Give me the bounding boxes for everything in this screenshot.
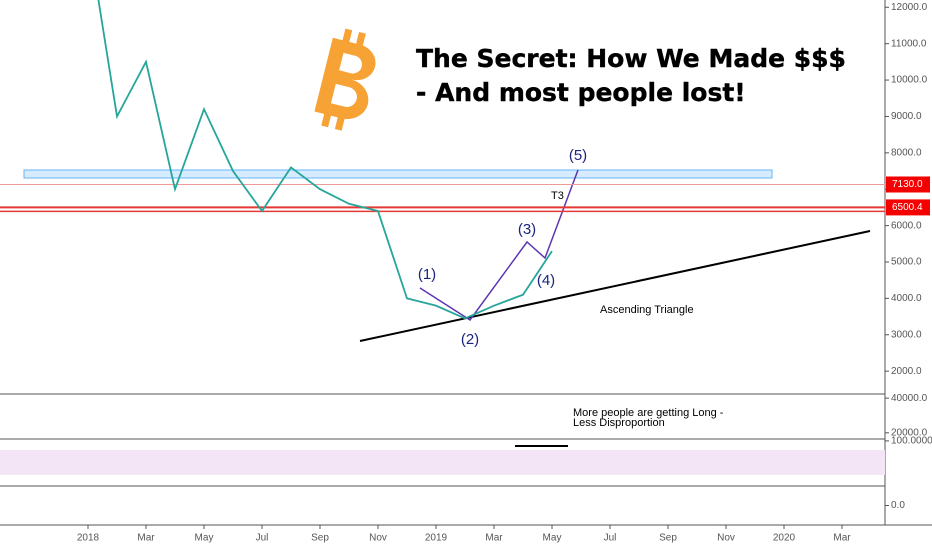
wave-line	[419, 169, 579, 322]
annotation: (4)	[537, 272, 555, 289]
y-tick-label: 20000.0	[891, 427, 928, 438]
level-box	[886, 199, 930, 216]
annotation: (3)	[518, 221, 536, 238]
resistance-zone	[23, 169, 773, 179]
annotation: (5)	[569, 147, 587, 164]
x-tick-label: Nov	[369, 533, 387, 544]
y-tick-label: 40000.0	[891, 393, 928, 404]
x-tick-label: Mar	[833, 533, 851, 544]
x-tick-label: Sep	[659, 533, 677, 544]
annotation: (1)	[418, 266, 436, 283]
x-tick-label: Mar	[485, 533, 503, 544]
price-line	[97, 0, 553, 320]
chart-title: The Secret: How We Made $$$	[416, 44, 846, 73]
level-label: 6500.4	[892, 202, 923, 213]
price-group	[97, 0, 553, 320]
chart-subtitle: - And most people lost!	[416, 78, 746, 107]
x-tick-label: 2019	[425, 533, 448, 544]
annotation: Ascending Triangle	[600, 304, 694, 316]
y-tick-label: 9000.0	[891, 111, 922, 122]
x-tick-label: Jul	[256, 533, 269, 544]
y-tick-label: 100.0000	[891, 436, 932, 447]
y-tick-label: 5000.0	[891, 257, 922, 268]
bitcoin-logo	[314, 28, 376, 131]
x-tick-label: Sep	[311, 533, 329, 544]
triangle-line	[359, 230, 871, 342]
y-tick-label: 12000.0	[891, 2, 928, 13]
y-tick-label: 2000.0	[891, 366, 922, 377]
annotation: More people are getting Long -	[573, 407, 724, 419]
level-label: 7130.0	[892, 179, 923, 190]
y-tick-label: 10000.0	[891, 75, 928, 86]
y-tick-label: 4000.0	[891, 293, 922, 304]
annotation: Less Disproportion	[573, 417, 665, 429]
y-tick-label: 11000.0	[891, 38, 927, 49]
x-tick-label: 2018	[77, 533, 100, 544]
y-tick-label: 8000.0	[891, 147, 922, 158]
annotation: (2)	[461, 331, 479, 348]
annotation: T3	[551, 190, 564, 202]
x-tick-label: Nov	[717, 533, 735, 544]
y-tick-label: 3000.0	[891, 329, 922, 340]
x-tick-label: May	[195, 533, 214, 544]
x-tick-label: May	[543, 533, 562, 544]
rsi-band	[0, 450, 885, 475]
x-tick-label: Mar	[137, 533, 155, 544]
y-tick-label: 6000.0	[891, 220, 922, 231]
level-box	[886, 176, 930, 193]
x-tick-label: Jul	[604, 533, 617, 544]
y-tick-label: 0.0	[891, 500, 905, 511]
x-tick-label: 2020	[773, 533, 796, 544]
